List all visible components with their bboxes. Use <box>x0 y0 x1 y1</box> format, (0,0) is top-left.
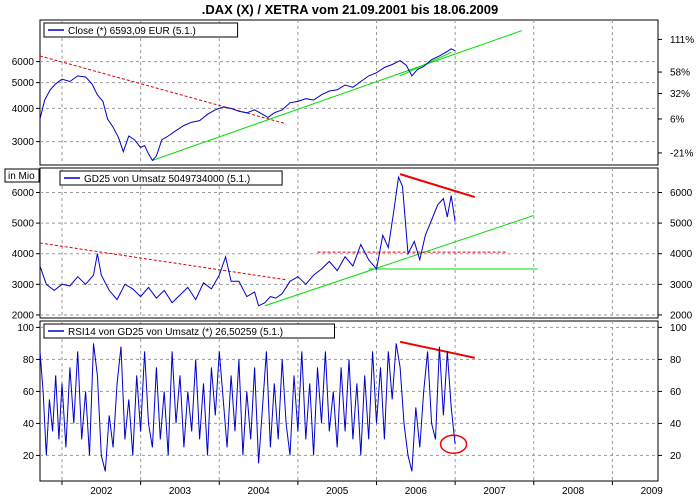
y-tick-label-right: 6% <box>670 114 685 125</box>
y-tick-label-right: 4000 <box>670 249 693 260</box>
y-tick-label-right: 80 <box>670 355 682 366</box>
series-line-1 <box>39 343 456 472</box>
legend-box <box>43 22 239 38</box>
x-tick-label: 2007 <box>483 486 506 497</box>
series-line-1 <box>39 48 456 162</box>
panel-frame <box>39 19 659 166</box>
trendline-5 <box>399 173 476 199</box>
legend-label: GD25 von Umsatz 5049734000 (5.1.) <box>84 174 250 185</box>
x-tick-label: 2004 <box>247 486 270 497</box>
y-tick-label-right: 3000 <box>670 280 693 291</box>
y-tick-label-right: 111% <box>670 35 694 46</box>
unit-label-box <box>4 168 40 183</box>
y-tick-label-left: 60 <box>23 387 35 398</box>
y-tick-label-right: 6000 <box>670 188 693 199</box>
x-axis: 2002 2003 2004 2005 2006 2007 2008 2009 <box>61 481 664 497</box>
x-tick-label: 2008 <box>562 486 585 497</box>
y-tick-label-right: 40 <box>670 419 682 430</box>
y-tick-label-left: 80 <box>23 355 35 366</box>
x-tick-label: 2005 <box>326 486 349 497</box>
y-tick-label-left: 6000 <box>12 188 35 199</box>
x-tick-label: 2003 <box>169 486 192 497</box>
chart-title: .DAX (X) / XETRA vom 21.09.2001 bis 18.0… <box>202 2 499 17</box>
y-tick-label-left: 20 <box>23 451 35 462</box>
legend-box <box>59 170 283 186</box>
y-tick-label-right: 20 <box>670 451 682 462</box>
panel-frame <box>39 320 659 482</box>
y-tick-label-left: 4000 <box>12 104 35 115</box>
y-tick-label-left: 5000 <box>12 219 35 230</box>
trendline-3 <box>39 242 287 281</box>
y-tick-label-right: 2000 <box>670 310 693 321</box>
trendline-2 <box>399 51 452 77</box>
x-tick-label: 2002 <box>90 486 113 497</box>
legend-label: RSI14 von GD25 von Umsatz (*) 26,50259 (… <box>68 327 283 338</box>
panel-frame <box>39 167 659 319</box>
y-tick-label-left: 5000 <box>12 78 35 89</box>
trendline-1 <box>399 340 476 359</box>
y-tick-label-right: 100 <box>670 323 687 334</box>
legend-label: Close (*) 6593,09 EUR (5.1.) <box>68 26 196 37</box>
y-tick-label-right: 60 <box>670 387 682 398</box>
trendline-1 <box>264 214 534 307</box>
trendline-1 <box>152 30 523 161</box>
y-tick-label-left: 3000 <box>12 280 35 291</box>
y-tick-label-left: 40 <box>23 419 35 430</box>
y-tick-label-right: 32% <box>670 89 690 100</box>
y-tick-label-left: 6000 <box>12 57 35 68</box>
highlight-circle <box>439 434 468 454</box>
series-line-1 <box>39 175 456 307</box>
y-tick-label-right: -21% <box>670 148 693 159</box>
unit-label: in Mio <box>8 171 35 182</box>
legend-box <box>43 323 335 339</box>
x-tick-label: 2009 <box>641 486 664 497</box>
y-tick-label-left: 100 <box>17 323 34 334</box>
y-tick-label-right: 5000 <box>670 219 693 230</box>
y-tick-label-left: 2000 <box>12 310 35 321</box>
x-tick-label: 2006 <box>405 486 428 497</box>
y-tick-label-left: 3000 <box>12 137 35 148</box>
panel-3: 20 40 60 80 100 20 40 60 80 100 RSI14 von GD25 von… <box>17 320 687 482</box>
panel-2: 2000 3000 4000 5000 6000 2000 3000 4000 5000 6000… <box>4 167 693 321</box>
y-tick-label-left: 4000 <box>12 249 35 260</box>
panel-1: 3000 4000 5000 6000 111% 58% 32% 6% -21% Close (*… <box>12 19 694 166</box>
y-tick-label-right: 58% <box>670 68 690 79</box>
